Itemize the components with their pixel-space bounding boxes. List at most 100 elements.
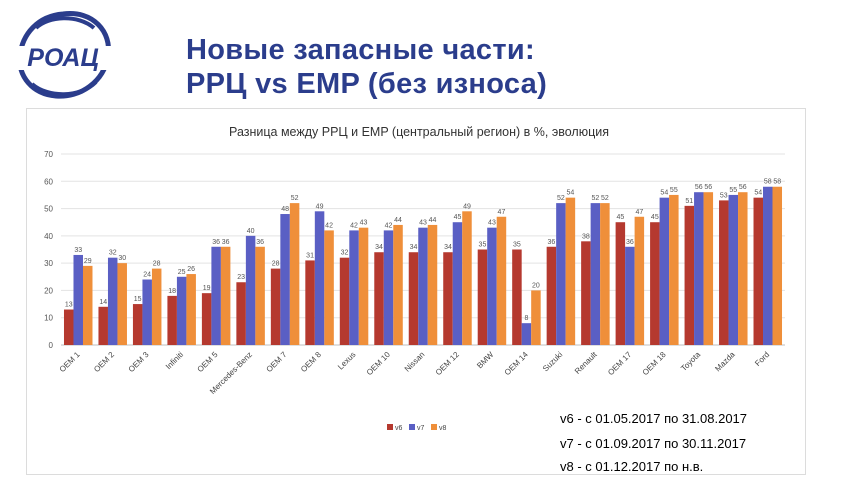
bar-v8[interactable] — [565, 197, 576, 345]
bar-v6[interactable] — [581, 241, 591, 345]
category-label: OEM 5 — [196, 350, 220, 374]
bar-v8[interactable] — [427, 224, 438, 345]
data-label: 45 — [616, 214, 624, 221]
bar-v6[interactable] — [753, 197, 764, 345]
bar-v7[interactable] — [314, 211, 325, 345]
bar-v6[interactable] — [305, 260, 315, 345]
bar-v8[interactable] — [669, 194, 679, 345]
y-tick-label: 20 — [44, 286, 53, 295]
data-label: 23 — [237, 274, 245, 281]
data-label: 33 — [74, 247, 82, 254]
bar-v7[interactable] — [176, 276, 187, 345]
bar-v8[interactable] — [703, 192, 714, 345]
data-label: 35 — [479, 242, 487, 249]
bar-v8[interactable] — [772, 186, 783, 345]
bar-v6[interactable] — [650, 222, 660, 345]
bar-v6[interactable] — [167, 295, 177, 345]
bar-v7[interactable] — [280, 214, 290, 345]
bar-v7[interactable] — [625, 246, 635, 345]
bar-v7[interactable] — [383, 230, 394, 345]
bar-v8[interactable] — [324, 230, 334, 345]
bar-v6[interactable] — [63, 309, 74, 345]
roats-logo: РОАЦ — [8, 6, 118, 102]
legend-swatch-v6 — [387, 424, 393, 430]
bar-v8[interactable] — [117, 263, 127, 345]
data-label: 14 — [99, 299, 107, 306]
bar-v8[interactable] — [496, 216, 507, 345]
data-label: 49 — [316, 203, 324, 210]
data-label: 40 — [247, 228, 255, 235]
data-label: 54 — [567, 190, 575, 197]
data-label: 55 — [729, 187, 737, 194]
bar-v6[interactable] — [546, 246, 557, 345]
bar-v7[interactable] — [590, 203, 601, 345]
version-note-v8: v8 - с 01.12.2017 по н.в. — [560, 459, 704, 474]
data-label: 18 — [168, 288, 176, 295]
category-label: OEM 14 — [503, 350, 531, 378]
version-note-v7: v7 - с 01.09.2017 по 30.11.2017 — [560, 436, 747, 451]
bar-v7[interactable] — [487, 227, 497, 345]
bar-v7[interactable] — [245, 235, 256, 345]
bar-v7[interactable] — [659, 197, 670, 345]
data-label: 28 — [153, 261, 161, 268]
bar-v6[interactable] — [477, 249, 488, 346]
category-label: OEM 18 — [641, 350, 669, 378]
bar-v6[interactable] — [236, 282, 246, 345]
bar-v6[interactable] — [615, 222, 626, 345]
bar-v6[interactable] — [201, 293, 212, 345]
bar-v7[interactable] — [107, 257, 118, 345]
bar-v6[interactable] — [408, 252, 419, 345]
y-tick-label: 40 — [44, 232, 53, 241]
bar-v8[interactable] — [358, 227, 369, 345]
bar-v7[interactable] — [349, 230, 359, 345]
data-label: 30 — [118, 255, 126, 262]
bar-v7[interactable] — [728, 194, 739, 345]
bar-v7[interactable] — [452, 222, 463, 345]
bar-v7[interactable] — [694, 192, 704, 345]
category-label: OEM 1 — [58, 350, 82, 374]
category-label: Infiniti — [164, 350, 185, 371]
data-label: 58 — [773, 179, 781, 186]
bar-v8[interactable] — [393, 224, 403, 345]
bar-v6[interactable] — [374, 252, 384, 345]
slide-title-line1: Новые запасные части: — [186, 34, 535, 66]
bar-v8[interactable] — [531, 290, 541, 345]
version-note-v6: v6 - с 01.05.2017 по 31.08.2017 — [560, 411, 748, 426]
data-label: 56 — [739, 184, 747, 191]
data-label: 47 — [635, 209, 643, 216]
bar-v7[interactable] — [211, 246, 221, 345]
legend-label-v8: v8 — [439, 425, 447, 432]
bar-v7[interactable] — [142, 279, 152, 345]
bar-v8[interactable] — [600, 203, 610, 345]
bar-v6[interactable] — [443, 252, 453, 345]
bar-v8[interactable] — [255, 246, 265, 345]
bar-v7[interactable] — [418, 227, 428, 345]
bar-v8[interactable] — [738, 192, 748, 345]
category-label: Renault — [573, 350, 599, 376]
bar-v8[interactable] — [151, 268, 162, 345]
category-label: Ford — [753, 350, 771, 368]
bar-v7[interactable] — [556, 203, 566, 345]
bar-v7[interactable] — [763, 186, 773, 345]
data-label: 25 — [178, 269, 186, 276]
category-label: Nissan — [403, 350, 427, 374]
bar-v6[interactable] — [98, 306, 108, 345]
bar-v6[interactable] — [684, 205, 695, 345]
bar-v8[interactable] — [186, 274, 196, 345]
bar-v6[interactable] — [132, 304, 143, 345]
bar-v6[interactable] — [339, 257, 350, 345]
data-label: 15 — [134, 296, 142, 303]
bar-v6[interactable] — [719, 200, 729, 345]
bar-v8[interactable] — [462, 211, 472, 345]
bar-v7[interactable] — [73, 254, 83, 345]
bar-v8[interactable] — [634, 216, 645, 345]
bar-v8[interactable] — [82, 265, 93, 345]
category-label: Mazda — [713, 350, 737, 374]
bar-v6[interactable] — [512, 249, 522, 346]
legend-swatch-v7 — [409, 424, 415, 430]
bar-v7[interactable] — [521, 323, 532, 345]
bar-v8[interactable] — [220, 246, 231, 345]
bar-v8[interactable] — [289, 203, 300, 345]
chart-title: Разница между РРЦ и EMP (центральный рег… — [229, 125, 609, 139]
bar-v6[interactable] — [270, 268, 281, 345]
